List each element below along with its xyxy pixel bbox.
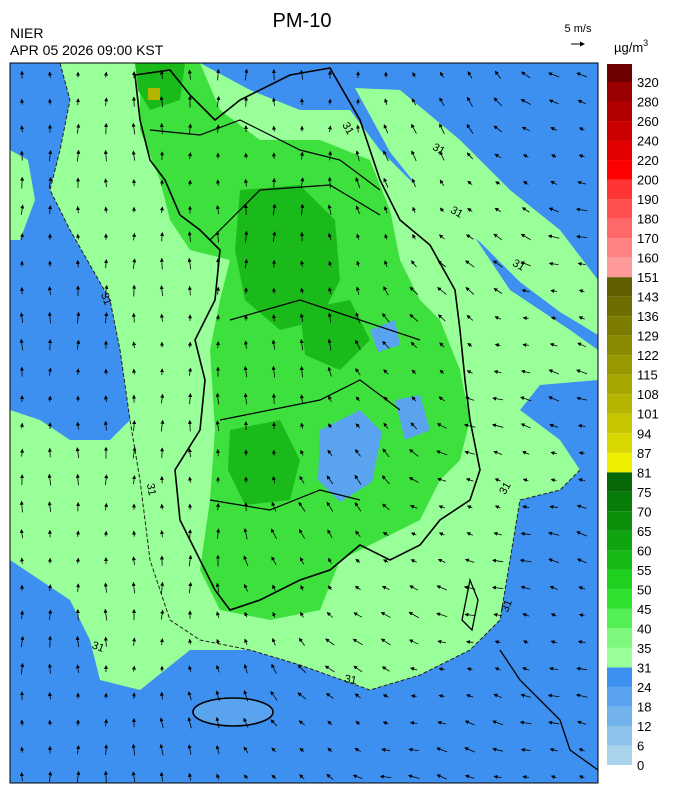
level-label: 160	[637, 251, 659, 266]
color-band	[607, 141, 632, 161]
unit-power: 3	[643, 38, 648, 48]
wind-arrow	[78, 610, 79, 621]
level-label: 24	[637, 680, 651, 695]
level-label: 190	[637, 192, 659, 207]
wind-arrow	[134, 531, 135, 536]
color-band	[607, 375, 632, 395]
color-band	[607, 160, 632, 180]
color-band	[607, 199, 632, 219]
level-label: 260	[637, 114, 659, 129]
color-band	[607, 414, 632, 434]
level-label: 70	[637, 504, 651, 519]
contour-label: 31	[144, 482, 158, 496]
level-label: 31	[637, 660, 651, 675]
wind-reference: 5 m/s	[565, 23, 592, 35]
wind-arrow	[78, 369, 79, 375]
level-label: 55	[637, 563, 651, 578]
level-label: 129	[637, 329, 659, 344]
level-label: 220	[637, 153, 659, 168]
color-band	[607, 453, 632, 473]
level-label: 280	[637, 95, 659, 110]
color-band	[607, 394, 632, 414]
level-label: 6	[637, 738, 644, 753]
level-label: 45	[637, 602, 651, 617]
wind-arrow	[218, 180, 219, 186]
wind-arrow	[134, 693, 135, 699]
color-band	[607, 472, 632, 492]
zone-101-108	[148, 88, 160, 100]
color-band	[607, 550, 632, 570]
level-label: 75	[637, 485, 651, 500]
level-label: 65	[637, 524, 651, 539]
colorbar: 0 6 12 18 24 31 35 40 45 50 55 60 65 70 75 81 87 94 101 108…	[607, 64, 659, 773]
color-band	[607, 121, 632, 141]
color-band	[607, 492, 632, 512]
color-band	[607, 589, 632, 609]
color-band	[607, 511, 632, 531]
color-band	[607, 336, 632, 356]
color-band	[607, 64, 632, 82]
level-label: 35	[637, 641, 651, 656]
color-band	[607, 297, 632, 317]
level-label: 101	[637, 407, 659, 422]
level-label: 81	[637, 465, 651, 480]
unit: µg/m3	[614, 38, 648, 55]
color-band	[607, 258, 632, 278]
level-label: 40	[637, 621, 651, 636]
color-band	[607, 82, 632, 102]
level-label: 0	[637, 758, 644, 773]
color-band	[607, 745, 632, 765]
level-label: 108	[637, 387, 659, 402]
level-label: 60	[637, 543, 651, 558]
level-label: 122	[637, 348, 659, 363]
color-band	[607, 628, 632, 648]
level-label: 180	[637, 212, 659, 227]
color-band	[607, 180, 632, 200]
level-label: 143	[637, 290, 659, 305]
color-band	[607, 667, 632, 687]
color-band	[607, 219, 632, 239]
wind-arrow	[22, 720, 23, 725]
color-band	[607, 238, 632, 258]
level-label: 18	[637, 699, 651, 714]
color-band	[607, 316, 632, 336]
color-band	[607, 648, 632, 668]
color-band	[607, 102, 632, 122]
wind-arrow	[106, 772, 107, 783]
color-band	[607, 609, 632, 629]
level-label: 320	[637, 75, 659, 90]
color-band	[607, 570, 632, 590]
level-label: 136	[637, 309, 659, 324]
color-band	[607, 706, 632, 726]
contour-label: 31	[343, 673, 357, 687]
unit-base: µg/m	[614, 40, 643, 55]
color-band	[607, 433, 632, 453]
level-label: 12	[637, 719, 651, 734]
color-band	[607, 726, 632, 746]
title: PM-10	[273, 10, 332, 32]
level-label: 200	[637, 173, 659, 188]
level-label: 50	[637, 582, 651, 597]
level-label: 151	[637, 270, 659, 285]
wind-arrow	[330, 99, 331, 104]
level-label: 240	[637, 134, 659, 149]
agency: NIER	[10, 25, 43, 41]
wind-arrow	[50, 99, 51, 104]
color-band	[607, 687, 632, 707]
color-band	[607, 531, 632, 551]
wind-arrow	[78, 584, 79, 592]
level-label: 94	[637, 426, 651, 441]
level-label: 115	[637, 368, 658, 383]
color-band	[607, 355, 632, 375]
color-band	[607, 277, 632, 297]
level-label: 170	[637, 231, 659, 246]
island	[193, 698, 273, 726]
level-label: 87	[637, 446, 651, 461]
wind-arrow	[106, 369, 107, 374]
datetime: APR 05 2026 09:00 KST	[10, 42, 164, 58]
